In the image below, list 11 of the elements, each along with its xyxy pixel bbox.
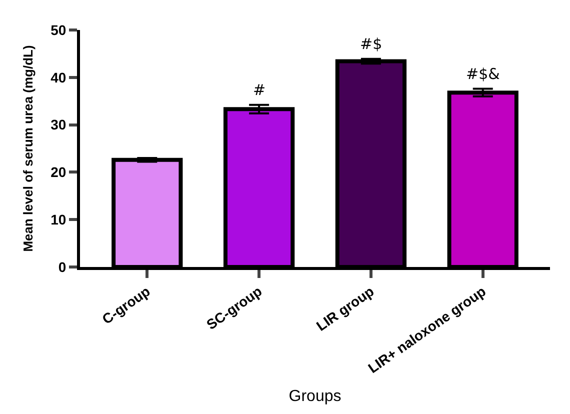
annotation: #$&: [466, 65, 500, 83]
y-tick-label: 20: [50, 164, 66, 180]
annotation: #$: [360, 35, 382, 53]
y-tick-label: 40: [50, 69, 66, 86]
y-tick-label: 50: [50, 22, 66, 38]
y-tick-label: 10: [50, 212, 66, 228]
y-tick-label: 30: [50, 116, 66, 133]
y-axis-title: Mean level of serum urea (mg/dL): [20, 45, 36, 252]
x-axis-title: Groups: [288, 388, 342, 405]
annotation: #: [253, 81, 266, 99]
y-tick-label: 0: [58, 258, 66, 275]
